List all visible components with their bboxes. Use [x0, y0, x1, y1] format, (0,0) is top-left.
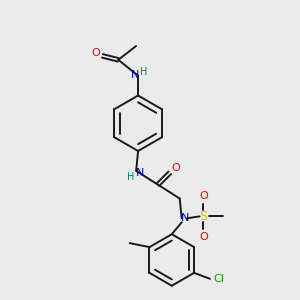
Text: H: H — [140, 67, 148, 77]
Text: O: O — [91, 48, 100, 58]
Text: O: O — [171, 163, 180, 173]
Text: N: N — [136, 168, 144, 178]
Text: O: O — [199, 190, 208, 201]
Text: O: O — [199, 232, 208, 242]
Text: N: N — [131, 70, 139, 80]
Text: H: H — [128, 172, 135, 182]
Text: N: N — [181, 213, 189, 224]
Text: Cl: Cl — [213, 274, 224, 284]
Text: S: S — [200, 210, 208, 223]
